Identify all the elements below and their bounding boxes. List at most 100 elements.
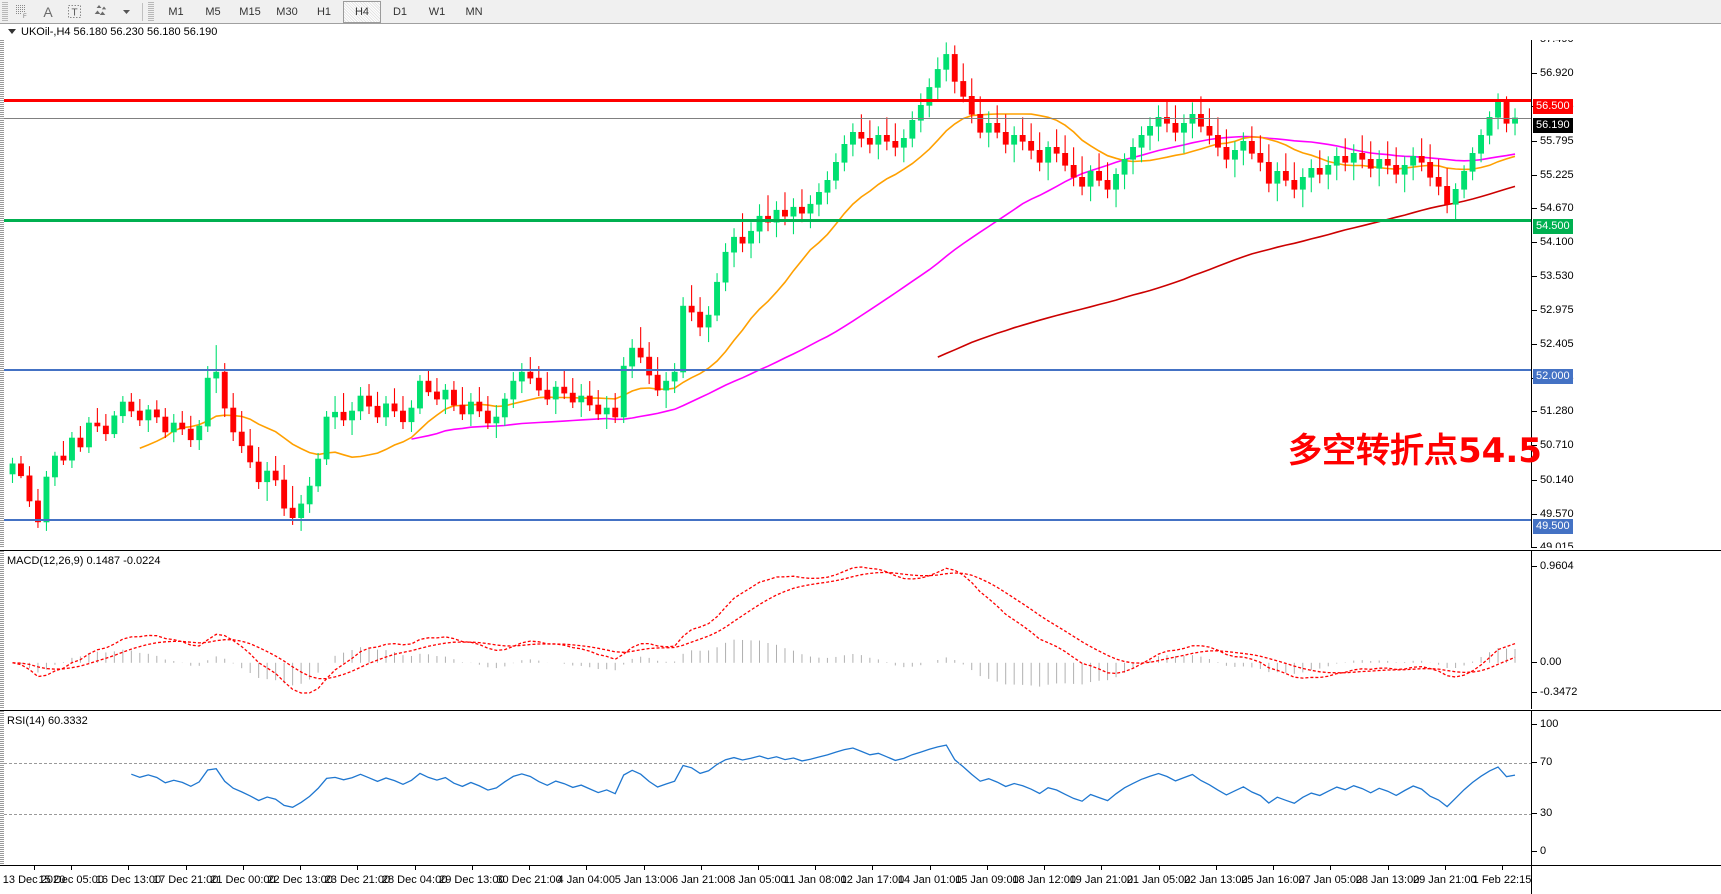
toolbar: F A T M1 M5 M15 M30 H1 H4 D1 W1 MN (0, 0, 1721, 24)
price-level-line-56-19[interactable] (4, 117, 1532, 119)
svg-text:F: F (23, 14, 27, 19)
rsi-series (131, 744, 1516, 808)
collapse-triangle-icon[interactable] (8, 29, 16, 34)
timeframe-h1[interactable]: H1 (306, 2, 342, 22)
time-tick-label: 15 Jan 09:00 (955, 874, 1019, 886)
timeframe-mn[interactable]: MN (456, 2, 492, 22)
price-level-line-54-5[interactable] (4, 219, 1532, 223)
price-level-line-56-5[interactable] (4, 99, 1532, 103)
timeframe-h4[interactable]: H4 (343, 0, 381, 23)
rsi-pane-grip[interactable] (0, 711, 4, 866)
toolbar-divider (142, 2, 143, 21)
time-tick-label: 22 Dec 13:00 (267, 874, 333, 886)
time-tick-mark (700, 866, 702, 870)
price-tick-label: 53.530 (1540, 270, 1574, 283)
price-tick-label: 56.920 (1540, 67, 1574, 80)
tick-mark (1532, 276, 1537, 278)
timeframe-m5[interactable]: M5 (195, 2, 231, 22)
time-tick-label: 12 Jan 17:00 (840, 874, 905, 886)
time-tick-label: 21 Jan 05:00 (1126, 874, 1191, 886)
time-tick-mark (414, 866, 416, 870)
time-tick-label: 11 Jan 08:00 (783, 874, 847, 886)
tick-mark (1532, 692, 1537, 693)
time-tick-mark (71, 866, 73, 870)
time-tick-mark (872, 866, 874, 870)
time-tick-label: 27 Jan 05:00 (1298, 874, 1363, 886)
price-tick-label: 50.140 (1540, 473, 1574, 486)
time-tick-label: 25 Jan 16:00 (1241, 874, 1305, 886)
time-tick-label: 22 Jan 13:00 (1184, 874, 1248, 886)
rsi-tick-label: 70 (1540, 756, 1553, 769)
macd-axis[interactable]: 0.9604 0.00 -0.3472 (1531, 551, 1721, 709)
macd-tick-label: 0.00 (1540, 655, 1562, 668)
time-tick-label: 4 Jan 04:00 (557, 874, 616, 886)
macd-title: MACD(12,26,9) 0.1487 -0.0224 (7, 555, 161, 567)
rsi-axis[interactable]: 100 70 30 0 (1531, 711, 1721, 866)
timeframe-m30[interactable]: M30 (269, 2, 305, 22)
time-axis[interactable]: 13 Dec 2020 15 Dec 05:00 16 Dec 13:00 17 De… (0, 865, 1721, 894)
tick-mark (1532, 343, 1537, 345)
price-tick-label: 55.225 (1540, 168, 1574, 181)
chevron-down-icon[interactable] (113, 1, 139, 22)
price-plot[interactable] (4, 40, 1532, 548)
tick-mark (1532, 140, 1537, 142)
tick-mark (1532, 661, 1537, 663)
price-tick-label: 51.280 (1540, 405, 1574, 418)
timeframe-d1[interactable]: D1 (382, 2, 418, 22)
text-label-icon[interactable]: T (61, 1, 87, 22)
rsi-title: RSI(14) 60.3332 (7, 715, 88, 727)
time-tick-label: 28 Dec 04:00 (381, 874, 448, 886)
objects-icon[interactable] (87, 1, 113, 22)
timeframe-label: M30 (276, 5, 298, 18)
macd-series (12, 566, 1516, 694)
tick-mark (1532, 851, 1537, 852)
price-level-line-52[interactable] (4, 369, 1532, 372)
timeframe-group: M1 M5 M15 M30 H1 H4 D1 W1 MN (158, 0, 492, 23)
macd-plot[interactable] (4, 551, 1532, 709)
time-tick-label: 30 Dec 21:00 (496, 874, 562, 886)
macd-pane-grip[interactable] (0, 551, 4, 709)
price-pane-grip[interactable] (0, 40, 4, 548)
price-badge-resistance[interactable]: 56.500 (1533, 99, 1573, 115)
price-tick-label: 49.015 (1540, 541, 1574, 548)
rsi-level-30 (4, 813, 1532, 815)
price-badge-level[interactable]: 52.000 (1533, 369, 1573, 385)
price-level-line-49-5[interactable] (4, 518, 1532, 521)
timeframe-m1[interactable]: M1 (158, 2, 194, 22)
rsi-plot[interactable] (4, 711, 1532, 866)
toolbar-grip[interactable] (2, 2, 8, 21)
time-tick-mark (986, 866, 988, 870)
price-badge-level[interactable]: 49.500 (1533, 518, 1573, 534)
time-tick-mark (1215, 866, 1217, 870)
tick-mark (1532, 411, 1537, 413)
symbol-bar: UKOil-,H4 56.180 56.230 56.180 56.190 (0, 23, 1721, 41)
timeframe-m15[interactable]: M15 (232, 2, 268, 22)
crosshair-icon[interactable]: F (9, 1, 35, 22)
price-tick-label: 55.795 (1540, 134, 1574, 147)
time-tick-mark (1330, 866, 1332, 870)
price-tick-label: 52.405 (1540, 337, 1574, 350)
timeframe-label: MN (465, 5, 483, 18)
time-tick-label: 29 Jan 21:00 (1412, 874, 1477, 886)
time-tick-label: 29 Dec 13:00 (439, 874, 505, 886)
time-tick-label: 6 Jan 21:00 (672, 874, 730, 886)
tick-mark (1532, 174, 1537, 176)
price-tick-label: 50.710 (1540, 439, 1574, 452)
price-badge-last-price[interactable]: 56.190 (1533, 117, 1573, 133)
svg-text:T: T (71, 8, 77, 19)
tick-mark (1532, 242, 1537, 244)
timeframe-w1[interactable]: W1 (419, 2, 455, 22)
tick-mark (1532, 762, 1537, 764)
tick-mark (1532, 208, 1537, 210)
price-tick-label: 57.490 (1540, 40, 1574, 45)
timeframe-grip[interactable] (148, 2, 154, 21)
text-tool-icon[interactable]: A (35, 1, 61, 22)
candlestick-series (9, 42, 1519, 531)
price-badge-support[interactable]: 54.500 (1533, 219, 1573, 235)
price-axis[interactable]: 57.49056.92056.36555.79555.22554.67054.1… (1531, 40, 1721, 548)
macd-tick-label: -0.3472 (1540, 686, 1578, 698)
time-tick-mark (242, 866, 244, 870)
timeframe-label: M1 (168, 5, 184, 18)
time-tick-label: 1 Feb 22:15 (1472, 874, 1532, 886)
